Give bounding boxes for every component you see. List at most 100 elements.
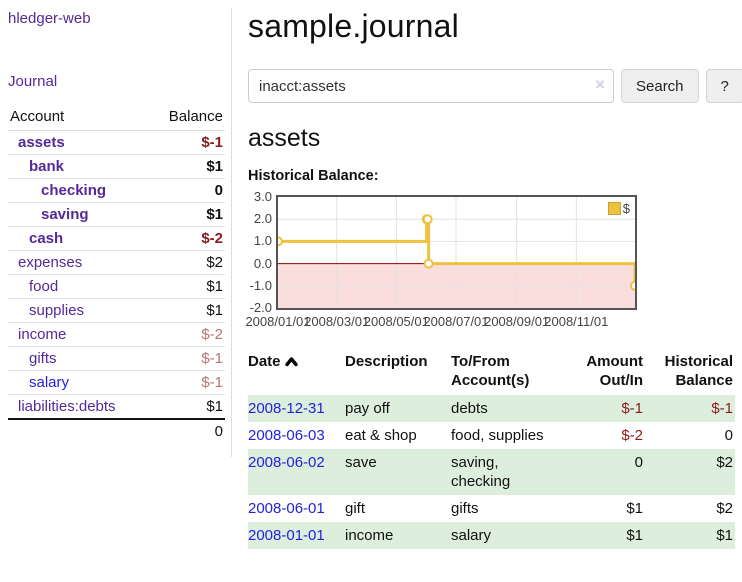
x-axis-tick-label: 2008/03/01 [304, 314, 370, 329]
chart-canvas [278, 197, 635, 308]
account-row: checking 0 [8, 178, 225, 203]
register-body: 2008-12-31 pay off debts $-1 $-1 2008-06-03 ea… [248, 395, 735, 549]
account-link-income[interactable]: income [18, 326, 67, 343]
transaction-date-cell: 2008-06-03 [248, 422, 345, 449]
transaction-balance-cell: 0 [724, 427, 733, 444]
page-title: sample.journal [248, 8, 459, 44]
transaction-row: 2008-12-31 pay off debts $-1 $-1 [248, 395, 735, 422]
account-row: income $-2 [8, 322, 225, 347]
transaction-balance-cell: $2 [716, 454, 733, 471]
x-axis-tick-label: 2008/07/01 [423, 314, 489, 329]
account-link-gifts[interactable]: gifts [29, 350, 57, 367]
y-axis-tick-label: 2.0 [253, 211, 272, 227]
amount-column-header: Amount Out/In [586, 353, 643, 389]
account-link-bank[interactable]: bank [29, 158, 65, 175]
transaction-accounts-cell: salary [451, 527, 492, 544]
account-name-cell: checking [8, 178, 150, 203]
account-tree: Account Balance assets $-1 bank $1 checking 0… [8, 105, 225, 443]
account-name-cell: bank [8, 154, 150, 179]
account-balance: $-2 [149, 226, 225, 251]
search-bar: × Search ? [248, 69, 742, 103]
y-axis-tick-label: -2.0 [249, 300, 272, 315]
transaction-date-link[interactable]: 2008-06-03 [248, 427, 325, 444]
account-row: expenses $2 [8, 250, 225, 275]
y-axis-tick-label: -1.0 [249, 277, 272, 293]
account-name-cell: food [8, 274, 150, 299]
account-link-liabilities-debts[interactable]: liabilities:debts [18, 398, 116, 415]
transaction-accounts-cell: debts [451, 400, 488, 417]
transaction-date-link[interactable]: 2008-12-31 [248, 400, 325, 417]
description-column-header: Description [345, 353, 428, 370]
transaction-row: 2008-01-01 income salary $1 $1 [248, 522, 735, 549]
historical-balance-chart: $ 3.0 2.0 1.0 0.0 -1.0 -2.0 2008/01/01 2008/03… [245, 190, 639, 331]
account-link-checking[interactable]: checking [41, 182, 107, 199]
transaction-balance-cell: $1 [716, 527, 733, 544]
help-button[interactable]: ? [705, 69, 742, 103]
chart-plot-area[interactable]: $ [276, 195, 637, 310]
register-header-row: Date Description To/From Account(s) Amou… [248, 347, 735, 395]
transaction-amount-cell: $-2 [621, 427, 643, 444]
y-axis-tick-label: 1.0 [253, 233, 272, 249]
transaction-accounts-cell: food, supplies [451, 427, 544, 444]
transaction-date-cell: 2008-01-01 [248, 522, 345, 549]
transaction-description-cell: gift [345, 500, 366, 517]
transaction-date-link[interactable]: 2008-06-02 [248, 454, 325, 471]
account-name-cell: supplies [8, 298, 150, 323]
transaction-description-cell: eat & shop [345, 427, 417, 444]
brand-link[interactable]: hledger-web [8, 10, 91, 27]
x-axis-tick-label: 2008/09/01 [484, 314, 550, 329]
transaction-description-cell: income [345, 527, 394, 544]
transaction-amount-cell: $-1 [621, 400, 643, 417]
x-axis-tick-label: 2008/01/01 [245, 314, 311, 329]
account-tree-body: assets $-1 bank $1 checking 0 saving $1 cash $-2 e… [8, 130, 225, 443]
account-row: saving $1 [8, 202, 225, 227]
balance-column-header-register: Historical Balance [664, 353, 733, 389]
transaction-date-link[interactable]: 2008-01-01 [248, 527, 325, 544]
account-link-food[interactable]: food [29, 278, 59, 295]
account-link-salary[interactable]: salary [29, 374, 70, 391]
transaction-accounts-cell: saving, checking [451, 454, 511, 490]
transaction-row: 2008-06-03 eat & shop food, supplies $-2 0 [248, 422, 735, 449]
transaction-description-cell: pay off [345, 400, 390, 417]
transaction-balance-cell: $-1 [711, 400, 733, 417]
search-input[interactable] [248, 69, 614, 103]
search-button[interactable]: Search [621, 69, 699, 103]
transaction-amount-cell: $1 [626, 500, 643, 517]
transaction-balance-cell: $2 [716, 500, 733, 517]
account-balance: $-2 [149, 322, 225, 347]
transaction-accounts-cell: gifts [451, 500, 479, 517]
transaction-amount-cell: $1 [626, 527, 643, 544]
transaction-date-cell: 2008-12-31 [248, 395, 345, 422]
account-link-expenses[interactable]: expenses [18, 254, 83, 271]
transaction-row: 2008-06-01 gift gifts $1 $2 [248, 495, 735, 522]
account-link-supplies[interactable]: supplies [29, 302, 85, 319]
transaction-description-cell: save [345, 454, 377, 471]
chart-title: Historical Balance: [248, 168, 379, 184]
clear-search-icon[interactable]: × [595, 75, 605, 94]
account-link-assets[interactable]: assets [18, 134, 65, 151]
accounts-total-balance: 0 [149, 418, 225, 443]
account-name-cell: expenses [8, 250, 150, 275]
main-content: sample.journal × Search ? assets Histori… [245, 8, 742, 549]
account-row: food $1 [8, 274, 225, 299]
account-name-cell: gifts [8, 346, 150, 371]
account-row: bank $1 [8, 154, 225, 179]
chart-legend: $ [605, 200, 632, 217]
account-balance: $1 [149, 394, 225, 420]
sidebar-item-journal[interactable]: Journal [8, 73, 58, 90]
y-axis-tick-label: 0.0 [253, 255, 272, 271]
sidebar: hledger-web Journal Account Balance asse… [8, 8, 232, 457]
account-balance: $-1 [149, 370, 225, 395]
x-axis-tick-label: 2008/11/01 [544, 314, 609, 329]
register-table: Date Description To/From Account(s) Amou… [248, 347, 735, 549]
date-column-header[interactable]: Date [248, 347, 345, 395]
account-link-cash[interactable]: cash [29, 230, 64, 247]
x-axis-tick-label: 2008/05/01 [363, 314, 429, 329]
account-name-cell: salary [8, 370, 150, 395]
account-link-saving[interactable]: saving [41, 206, 89, 223]
legend-label: $ [622, 201, 630, 216]
transaction-date-link[interactable]: 2008-06-01 [248, 500, 325, 517]
account-balance: $1 [149, 274, 225, 299]
account-column-header: Account [8, 105, 150, 131]
balance-column-header: Balance [149, 105, 225, 131]
